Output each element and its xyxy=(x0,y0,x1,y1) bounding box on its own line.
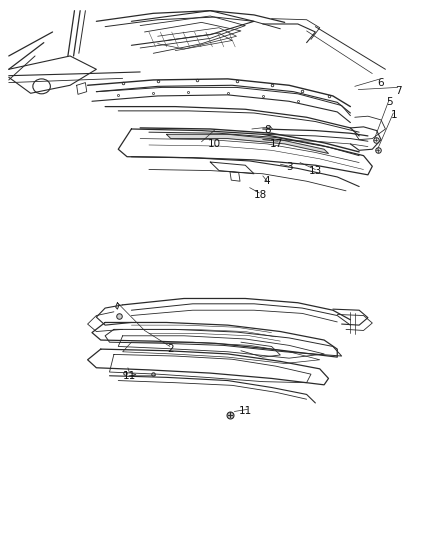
Text: 11: 11 xyxy=(239,407,252,416)
Polygon shape xyxy=(166,134,328,154)
Text: 4: 4 xyxy=(264,176,271,186)
Text: 1: 1 xyxy=(391,110,398,119)
Text: 7: 7 xyxy=(395,86,402,95)
Text: 11: 11 xyxy=(123,371,136,381)
Text: 18: 18 xyxy=(254,190,267,199)
Text: 5: 5 xyxy=(386,98,393,107)
Text: 10: 10 xyxy=(208,139,221,149)
Text: 8: 8 xyxy=(264,125,271,135)
Text: 6: 6 xyxy=(378,78,385,87)
Text: 2: 2 xyxy=(167,344,174,354)
Text: 13: 13 xyxy=(309,166,322,175)
Text: 3: 3 xyxy=(286,163,293,172)
Text: 17: 17 xyxy=(269,139,283,149)
